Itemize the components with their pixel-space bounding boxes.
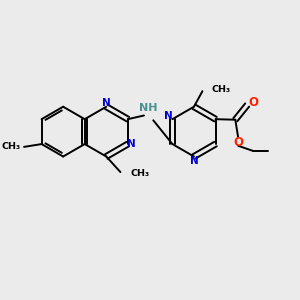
Text: CH₃: CH₃ (212, 85, 231, 94)
Text: N: N (127, 139, 136, 149)
Text: CH₃: CH₃ (130, 169, 149, 178)
Text: N: N (190, 156, 198, 166)
Text: NH: NH (139, 103, 158, 113)
Text: O: O (248, 96, 258, 109)
Text: N: N (164, 111, 173, 121)
Text: N: N (102, 98, 111, 108)
Text: CH₃: CH₃ (2, 142, 21, 152)
Text: O: O (233, 136, 243, 149)
